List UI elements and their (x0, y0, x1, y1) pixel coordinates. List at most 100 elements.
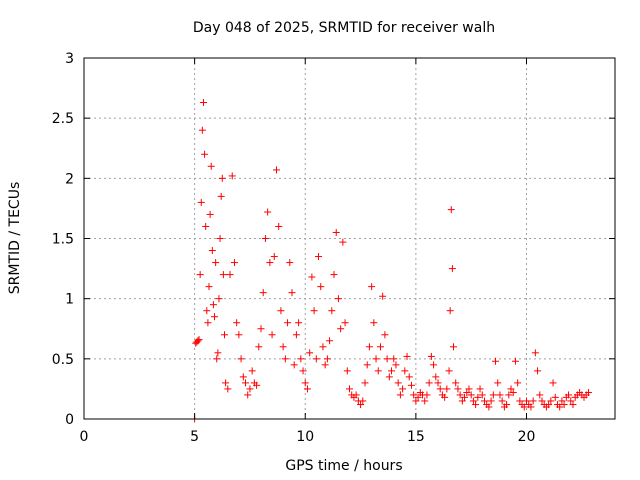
data-point (303, 385, 311, 393)
data-point (195, 336, 203, 344)
data-point (330, 271, 338, 279)
data-point (489, 391, 497, 399)
data-point (414, 393, 422, 401)
data-point (436, 385, 444, 393)
x-tick-label: 20 (518, 429, 536, 445)
data-point (365, 343, 373, 351)
data-point (218, 174, 226, 182)
data-point (458, 397, 466, 405)
data-point (434, 379, 442, 387)
data-point (496, 391, 504, 399)
data-point (383, 355, 391, 363)
data-point (226, 271, 234, 279)
data-point (337, 325, 345, 333)
data-point (529, 397, 537, 405)
data-point (230, 259, 238, 267)
data-point (390, 355, 398, 363)
data-point (206, 210, 214, 218)
data-point (277, 307, 285, 315)
data-point (527, 403, 535, 411)
data-point (359, 397, 367, 405)
y-tick-label: 1 (65, 292, 74, 308)
chart-title: Day 048 of 2025, SRMTID for receiver wal… (193, 20, 495, 36)
data-point (432, 373, 440, 381)
data-point (503, 401, 511, 409)
y-tick-label: 3 (65, 51, 74, 67)
data-point (219, 271, 227, 279)
data-point (534, 367, 542, 375)
data-point (255, 343, 263, 351)
data-point (214, 349, 222, 357)
data-point (284, 319, 292, 327)
data-point (480, 397, 488, 405)
data-point (268, 331, 276, 339)
y-tick-label: 2.5 (52, 111, 74, 127)
data-point (253, 381, 261, 389)
data-point (465, 385, 473, 393)
data-point (288, 289, 296, 297)
data-point (248, 367, 256, 375)
data-point (222, 379, 230, 387)
data-point (292, 331, 300, 339)
data-point (511, 357, 519, 365)
data-point (246, 385, 254, 393)
data-point (474, 393, 482, 401)
data-point (299, 367, 307, 375)
data-point (485, 403, 493, 411)
data-point (334, 295, 342, 303)
data-point (456, 391, 464, 399)
data-point (352, 391, 360, 399)
data-point (381, 331, 389, 339)
data-point (233, 319, 241, 327)
data-point (476, 385, 484, 393)
data-point (208, 247, 216, 255)
data-point (379, 292, 387, 300)
data-point (551, 393, 559, 401)
data-point (215, 295, 223, 303)
data-point (370, 319, 378, 327)
data-point (368, 283, 376, 291)
data-point (363, 361, 371, 369)
data-point (584, 389, 592, 397)
data-point (447, 206, 455, 214)
y-tick-label: 1.5 (52, 232, 74, 248)
data-point (388, 367, 396, 375)
data-point (212, 259, 220, 267)
data-point (478, 391, 486, 399)
data-point (202, 222, 210, 230)
data-point (498, 397, 506, 405)
data-point (216, 235, 224, 242)
data-point (194, 337, 202, 345)
data-point (272, 166, 280, 174)
x-tick-label: 0 (80, 429, 89, 445)
data-point (321, 361, 329, 369)
data-point (209, 301, 217, 309)
data-point (203, 307, 211, 315)
data-point (547, 397, 555, 405)
data-point (197, 198, 205, 206)
data-point (405, 373, 413, 381)
data-point (275, 222, 283, 230)
data-point (452, 379, 460, 387)
data-point (237, 355, 245, 363)
data-point (290, 361, 298, 369)
data-point (317, 283, 325, 291)
data-point (213, 355, 221, 363)
data-point (487, 397, 495, 405)
data-point (301, 379, 309, 387)
data-point (505, 391, 513, 399)
data-point (549, 379, 557, 387)
x-axis-label: GPS time / hours (285, 458, 402, 474)
data-point (328, 307, 336, 315)
data-point (228, 172, 236, 180)
data-point (217, 192, 225, 200)
data-point (339, 238, 347, 246)
data-point (443, 385, 451, 393)
data-point (565, 391, 573, 399)
data-point (266, 259, 274, 267)
data-point (516, 397, 524, 405)
data-point (509, 389, 517, 397)
data-point (312, 355, 320, 363)
data-point (407, 381, 415, 389)
